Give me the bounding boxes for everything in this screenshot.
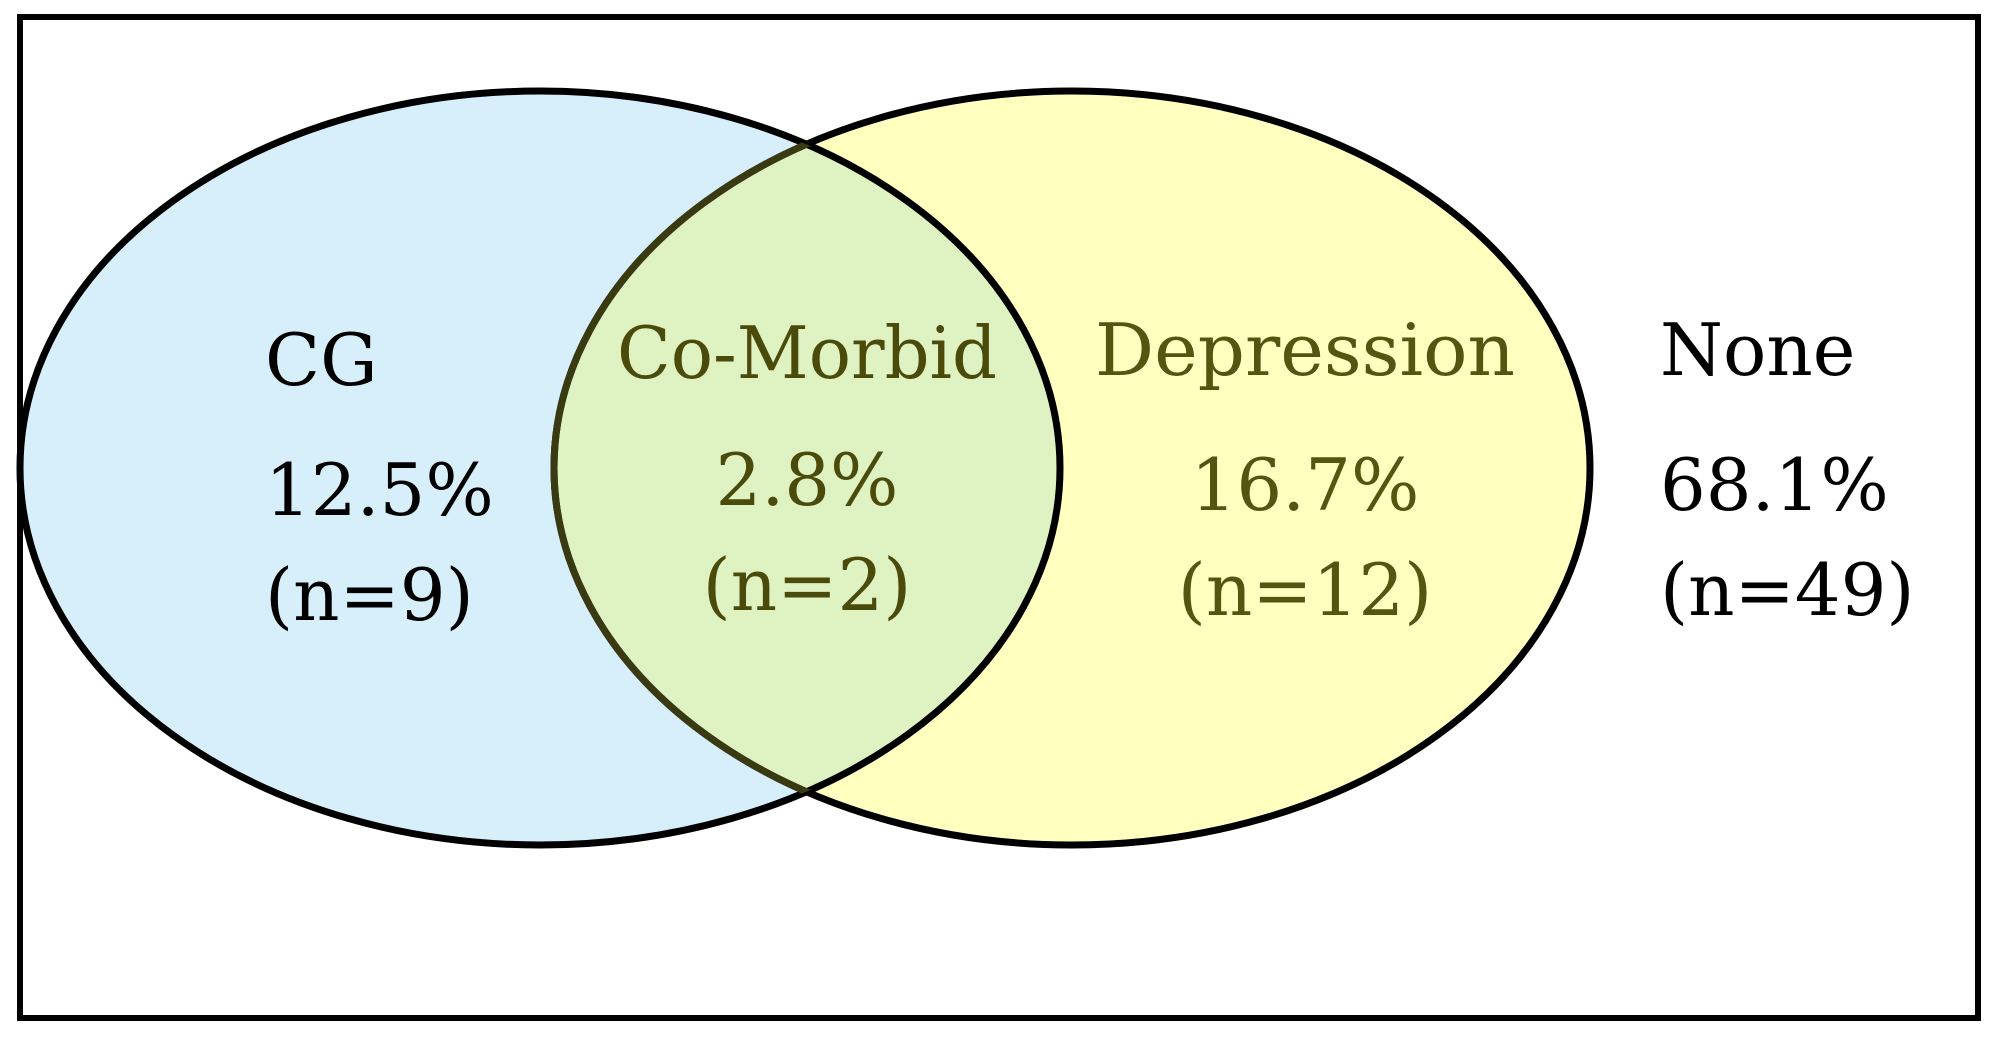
overlap-outline [550,91,1060,845]
none-percent: 68.1% [1660,443,1889,527]
overlap-region [554,91,1060,845]
depression-label: Depression [1095,308,1515,392]
cg-circle-outline [16,87,1064,849]
none-count: (n=49) [1660,548,1915,632]
diagram-frame [17,14,1981,1021]
comorbid-percent: 2.8% [716,438,899,522]
cg-percent: 12.5% [265,448,494,532]
none-label: None [1660,308,1855,392]
cg-count: (n=9) [265,553,474,637]
depression-count: (n=12) [1178,548,1433,632]
cg-label: CG [265,318,378,402]
depression-percent: 16.7% [1191,443,1420,527]
comorbid-count: (n=2) [703,543,912,627]
comorbid-label: Co-Morbid [617,311,997,395]
